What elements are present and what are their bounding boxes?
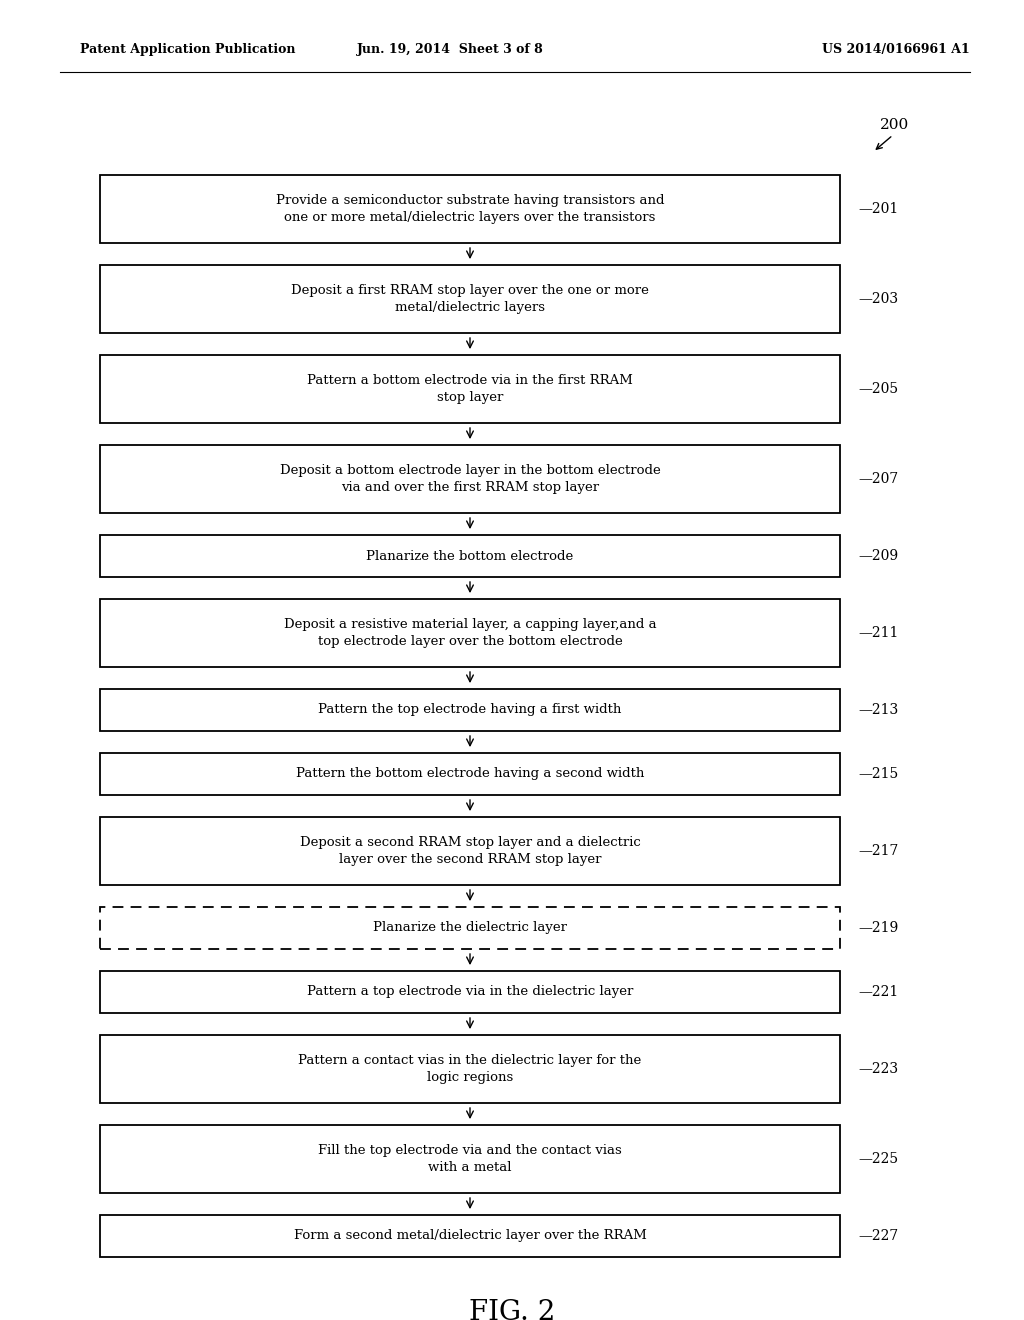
Bar bbox=[100, 972, 840, 1012]
Text: Planarize the bottom electrode: Planarize the bottom electrode bbox=[367, 549, 573, 562]
Text: Pattern a top electrode via in the dielectric layer: Pattern a top electrode via in the diele… bbox=[307, 986, 633, 998]
Text: —213: —213 bbox=[858, 704, 898, 717]
Text: Fill the top electrode via and the contact vias
with a metal: Fill the top electrode via and the conta… bbox=[318, 1144, 622, 1173]
Text: —217: —217 bbox=[858, 843, 898, 858]
Bar bbox=[100, 1125, 840, 1193]
Text: Provide a semiconductor substrate having transistors and
one or more metal/diele: Provide a semiconductor substrate having… bbox=[275, 194, 665, 224]
Text: Planarize the dielectric layer: Planarize the dielectric layer bbox=[373, 921, 567, 935]
Text: Form a second metal/dielectric layer over the RRAM: Form a second metal/dielectric layer ove… bbox=[294, 1229, 646, 1242]
Bar bbox=[100, 445, 840, 513]
Text: 200: 200 bbox=[880, 117, 909, 132]
Text: —209: —209 bbox=[858, 549, 898, 564]
Text: —207: —207 bbox=[858, 473, 898, 486]
Bar bbox=[100, 817, 840, 884]
Text: —221: —221 bbox=[858, 985, 898, 999]
Text: —223: —223 bbox=[858, 1063, 898, 1076]
Bar bbox=[100, 535, 840, 577]
Text: —201: —201 bbox=[858, 202, 898, 216]
Bar bbox=[100, 599, 840, 667]
Text: —211: —211 bbox=[858, 626, 898, 640]
Text: Deposit a first RRAM stop layer over the one or more
metal/dielectric layers: Deposit a first RRAM stop layer over the… bbox=[291, 284, 649, 314]
Bar bbox=[100, 355, 840, 422]
Bar bbox=[100, 1035, 840, 1104]
Text: Pattern the top electrode having a first width: Pattern the top electrode having a first… bbox=[318, 704, 622, 717]
Bar bbox=[100, 752, 840, 795]
Text: —205: —205 bbox=[858, 381, 898, 396]
Text: —203: —203 bbox=[858, 292, 898, 306]
Bar bbox=[100, 907, 840, 949]
Text: —215: —215 bbox=[858, 767, 898, 781]
Bar bbox=[100, 265, 840, 333]
Text: FIG. 2: FIG. 2 bbox=[469, 1299, 555, 1320]
Text: —225: —225 bbox=[858, 1152, 898, 1166]
Bar bbox=[100, 176, 840, 243]
Text: Pattern the bottom electrode having a second width: Pattern the bottom electrode having a se… bbox=[296, 767, 644, 780]
Text: Deposit a bottom electrode layer in the bottom electrode
via and over the first : Deposit a bottom electrode layer in the … bbox=[280, 465, 660, 494]
Text: Deposit a resistive material layer, a capping layer,and a
top electrode layer ov: Deposit a resistive material layer, a ca… bbox=[284, 618, 656, 648]
Text: Patent Application Publication: Patent Application Publication bbox=[80, 44, 296, 57]
Text: US 2014/0166961 A1: US 2014/0166961 A1 bbox=[822, 44, 970, 57]
Text: Pattern a bottom electrode via in the first RRAM
stop layer: Pattern a bottom electrode via in the fi… bbox=[307, 374, 633, 404]
Text: Deposit a second RRAM stop layer and a dielectric
layer over the second RRAM sto: Deposit a second RRAM stop layer and a d… bbox=[300, 836, 640, 866]
Bar bbox=[100, 689, 840, 731]
Bar bbox=[100, 1214, 840, 1257]
Text: Jun. 19, 2014  Sheet 3 of 8: Jun. 19, 2014 Sheet 3 of 8 bbox=[356, 44, 544, 57]
Text: —219: —219 bbox=[858, 921, 898, 935]
Text: —227: —227 bbox=[858, 1229, 898, 1243]
Text: Pattern a contact vias in the dielectric layer for the
logic regions: Pattern a contact vias in the dielectric… bbox=[298, 1053, 642, 1084]
